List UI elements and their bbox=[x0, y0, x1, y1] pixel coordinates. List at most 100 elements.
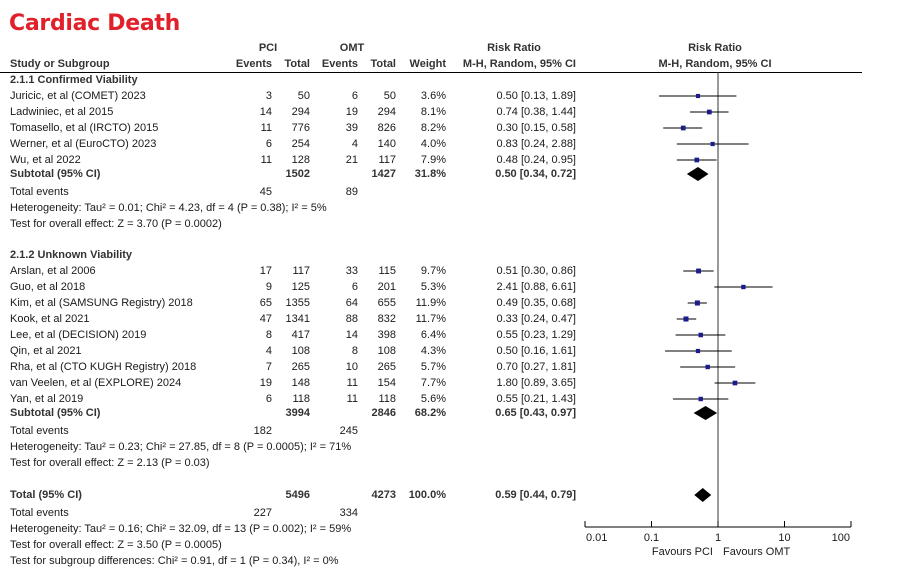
subtotal-label: Subtotal (95% CI) bbox=[10, 407, 101, 419]
study-e2: 11 bbox=[346, 393, 358, 405]
study-n2: 154 bbox=[377, 377, 396, 389]
study-ci: 0.48 [0.24, 0.95] bbox=[496, 154, 576, 166]
study-ci: 0.55 [0.23, 1.29] bbox=[496, 329, 576, 341]
study-e1: 6 bbox=[265, 138, 272, 150]
study-ci: 0.70 [0.27, 1.81] bbox=[496, 361, 576, 373]
header-plot-method: M-H, Random, 95% CI bbox=[658, 58, 772, 70]
study-name: Juricic, et al (COMET) 2023 bbox=[10, 90, 146, 102]
overall-effect-text: Test for overall effect: Z = 2.13 (P = 0… bbox=[10, 457, 210, 469]
subtotal-n1: 1502 bbox=[285, 168, 310, 180]
header-omt-total: Total bbox=[370, 58, 396, 70]
study-weight: 11.7% bbox=[415, 313, 446, 325]
study-n1: 294 bbox=[291, 106, 310, 118]
study-n1: 417 bbox=[291, 329, 310, 341]
subtotal-weight: 31.8% bbox=[414, 168, 446, 180]
study-marker bbox=[695, 348, 701, 354]
study-e2: 6 bbox=[351, 281, 358, 293]
study-e1: 17 bbox=[259, 265, 272, 277]
total-events-label: Total events bbox=[10, 425, 69, 437]
study-e1: 4 bbox=[265, 345, 272, 357]
study-e1: 19 bbox=[259, 377, 272, 389]
x-tick-label: 0.1 bbox=[644, 532, 659, 544]
heterogeneity-text: Heterogeneity: Tau² = 0.23; Chi² = 27.85… bbox=[10, 441, 352, 453]
study-ci: 0.50 [0.16, 1.61] bbox=[496, 345, 576, 357]
study-marker bbox=[741, 284, 746, 290]
header-weight: Weight bbox=[409, 58, 446, 70]
study-n2: 115 bbox=[378, 265, 396, 277]
total-ci: 0.59 [0.44, 0.79] bbox=[495, 489, 576, 501]
study-name: Qin, et al 2021 bbox=[10, 345, 82, 357]
study-weight: 5.7% bbox=[420, 361, 446, 373]
study-weight: 8.1% bbox=[420, 106, 446, 118]
study-name: Wu, et al 2022 bbox=[10, 154, 81, 166]
study-n1: 117 bbox=[292, 265, 310, 277]
total-events-pci: 45 bbox=[259, 186, 272, 198]
x-tick-label: 100 bbox=[832, 532, 850, 544]
subtotal-label: Subtotal (95% CI) bbox=[10, 168, 101, 180]
study-e2: 6 bbox=[351, 90, 358, 102]
subgroup-heading: 2.1.2 Unknown Viability bbox=[10, 249, 133, 261]
overall-effect-text: Test for overall effect: Z = 3.50 (P = 0… bbox=[10, 539, 222, 551]
study-ci: 0.30 [0.15, 0.58] bbox=[496, 122, 576, 134]
study-e2: 21 bbox=[345, 154, 358, 166]
study-name: Arslan, et al 2006 bbox=[10, 265, 96, 277]
header-pci: PCI bbox=[258, 42, 278, 54]
chart-title: Cardiac Death bbox=[9, 11, 180, 36]
study-e1: 9 bbox=[265, 281, 272, 293]
study-n1: 776 bbox=[291, 122, 310, 134]
study-n1: 1341 bbox=[285, 313, 310, 325]
study-name: Kim, et al (SAMSUNG Registry) 2018 bbox=[10, 297, 193, 309]
total-events-omt: 89 bbox=[345, 186, 358, 198]
study-ci: 0.33 [0.24, 0.47] bbox=[496, 313, 576, 325]
subtotal-n2: 1427 bbox=[371, 168, 396, 180]
study-n2: 117 bbox=[378, 154, 396, 166]
study-marker bbox=[694, 157, 700, 163]
study-n2: 108 bbox=[377, 345, 396, 357]
study-name: Tomasello, et al (IRCTO) 2015 bbox=[10, 122, 159, 134]
study-e2: 88 bbox=[345, 313, 358, 325]
study-marker bbox=[710, 141, 715, 147]
study-weight: 3.6% bbox=[420, 90, 446, 102]
total-events-label: Total events bbox=[10, 186, 69, 198]
total-events-omt: 245 bbox=[339, 425, 358, 437]
study-name: van Veelen, et al (EXPLORE) 2024 bbox=[10, 377, 182, 389]
study-n1: 128 bbox=[291, 154, 310, 166]
study-name: Werner, et al (EuroCTO) 2023 bbox=[10, 138, 157, 150]
study-marker bbox=[732, 380, 738, 386]
header-plot-title: Risk Ratio bbox=[688, 42, 742, 54]
study-e1: 8 bbox=[265, 329, 272, 341]
header-rr-title: Risk Ratio bbox=[487, 42, 541, 54]
study-ci: 1.80 [0.89, 3.65] bbox=[496, 377, 576, 389]
study-n1: 125 bbox=[291, 281, 310, 293]
study-marker bbox=[680, 125, 686, 131]
study-e2: 11 bbox=[346, 377, 358, 389]
study-marker bbox=[698, 332, 703, 338]
study-n1: 148 bbox=[291, 377, 310, 389]
study-e1: 6 bbox=[265, 393, 272, 405]
subtotal-weight: 68.2% bbox=[414, 407, 446, 419]
study-n1: 1355 bbox=[285, 297, 310, 309]
study-marker bbox=[694, 300, 700, 306]
study-e2: 64 bbox=[345, 297, 358, 309]
study-ci: 0.55 [0.21, 1.43] bbox=[496, 393, 576, 405]
total-events-pci: 182 bbox=[253, 425, 272, 437]
subtotal-n1: 3994 bbox=[285, 407, 310, 419]
study-n2: 50 bbox=[383, 90, 396, 102]
study-name: Yan, et al 2019 bbox=[10, 393, 84, 405]
study-name: Kook, et al 2021 bbox=[10, 313, 90, 325]
favours-left-label: Favours PCI bbox=[652, 546, 713, 558]
total-events-omt: 334 bbox=[339, 507, 358, 519]
x-tick-label: 0.01 bbox=[586, 532, 607, 544]
study-n1: 254 bbox=[291, 138, 310, 150]
header-pci-total: Total bbox=[284, 58, 310, 70]
study-weight: 7.9% bbox=[420, 154, 446, 166]
header-pci-events: Events bbox=[235, 58, 272, 70]
study-ci: 0.51 [0.30, 0.86] bbox=[496, 265, 576, 277]
study-ci: 0.83 [0.24, 2.88] bbox=[496, 138, 576, 150]
study-n2: 140 bbox=[377, 138, 396, 150]
study-e2: 14 bbox=[345, 329, 358, 341]
study-n2: 118 bbox=[378, 393, 396, 405]
study-marker bbox=[706, 109, 712, 115]
header-omt-events: Events bbox=[321, 58, 358, 70]
study-weight: 9.7% bbox=[420, 265, 446, 277]
